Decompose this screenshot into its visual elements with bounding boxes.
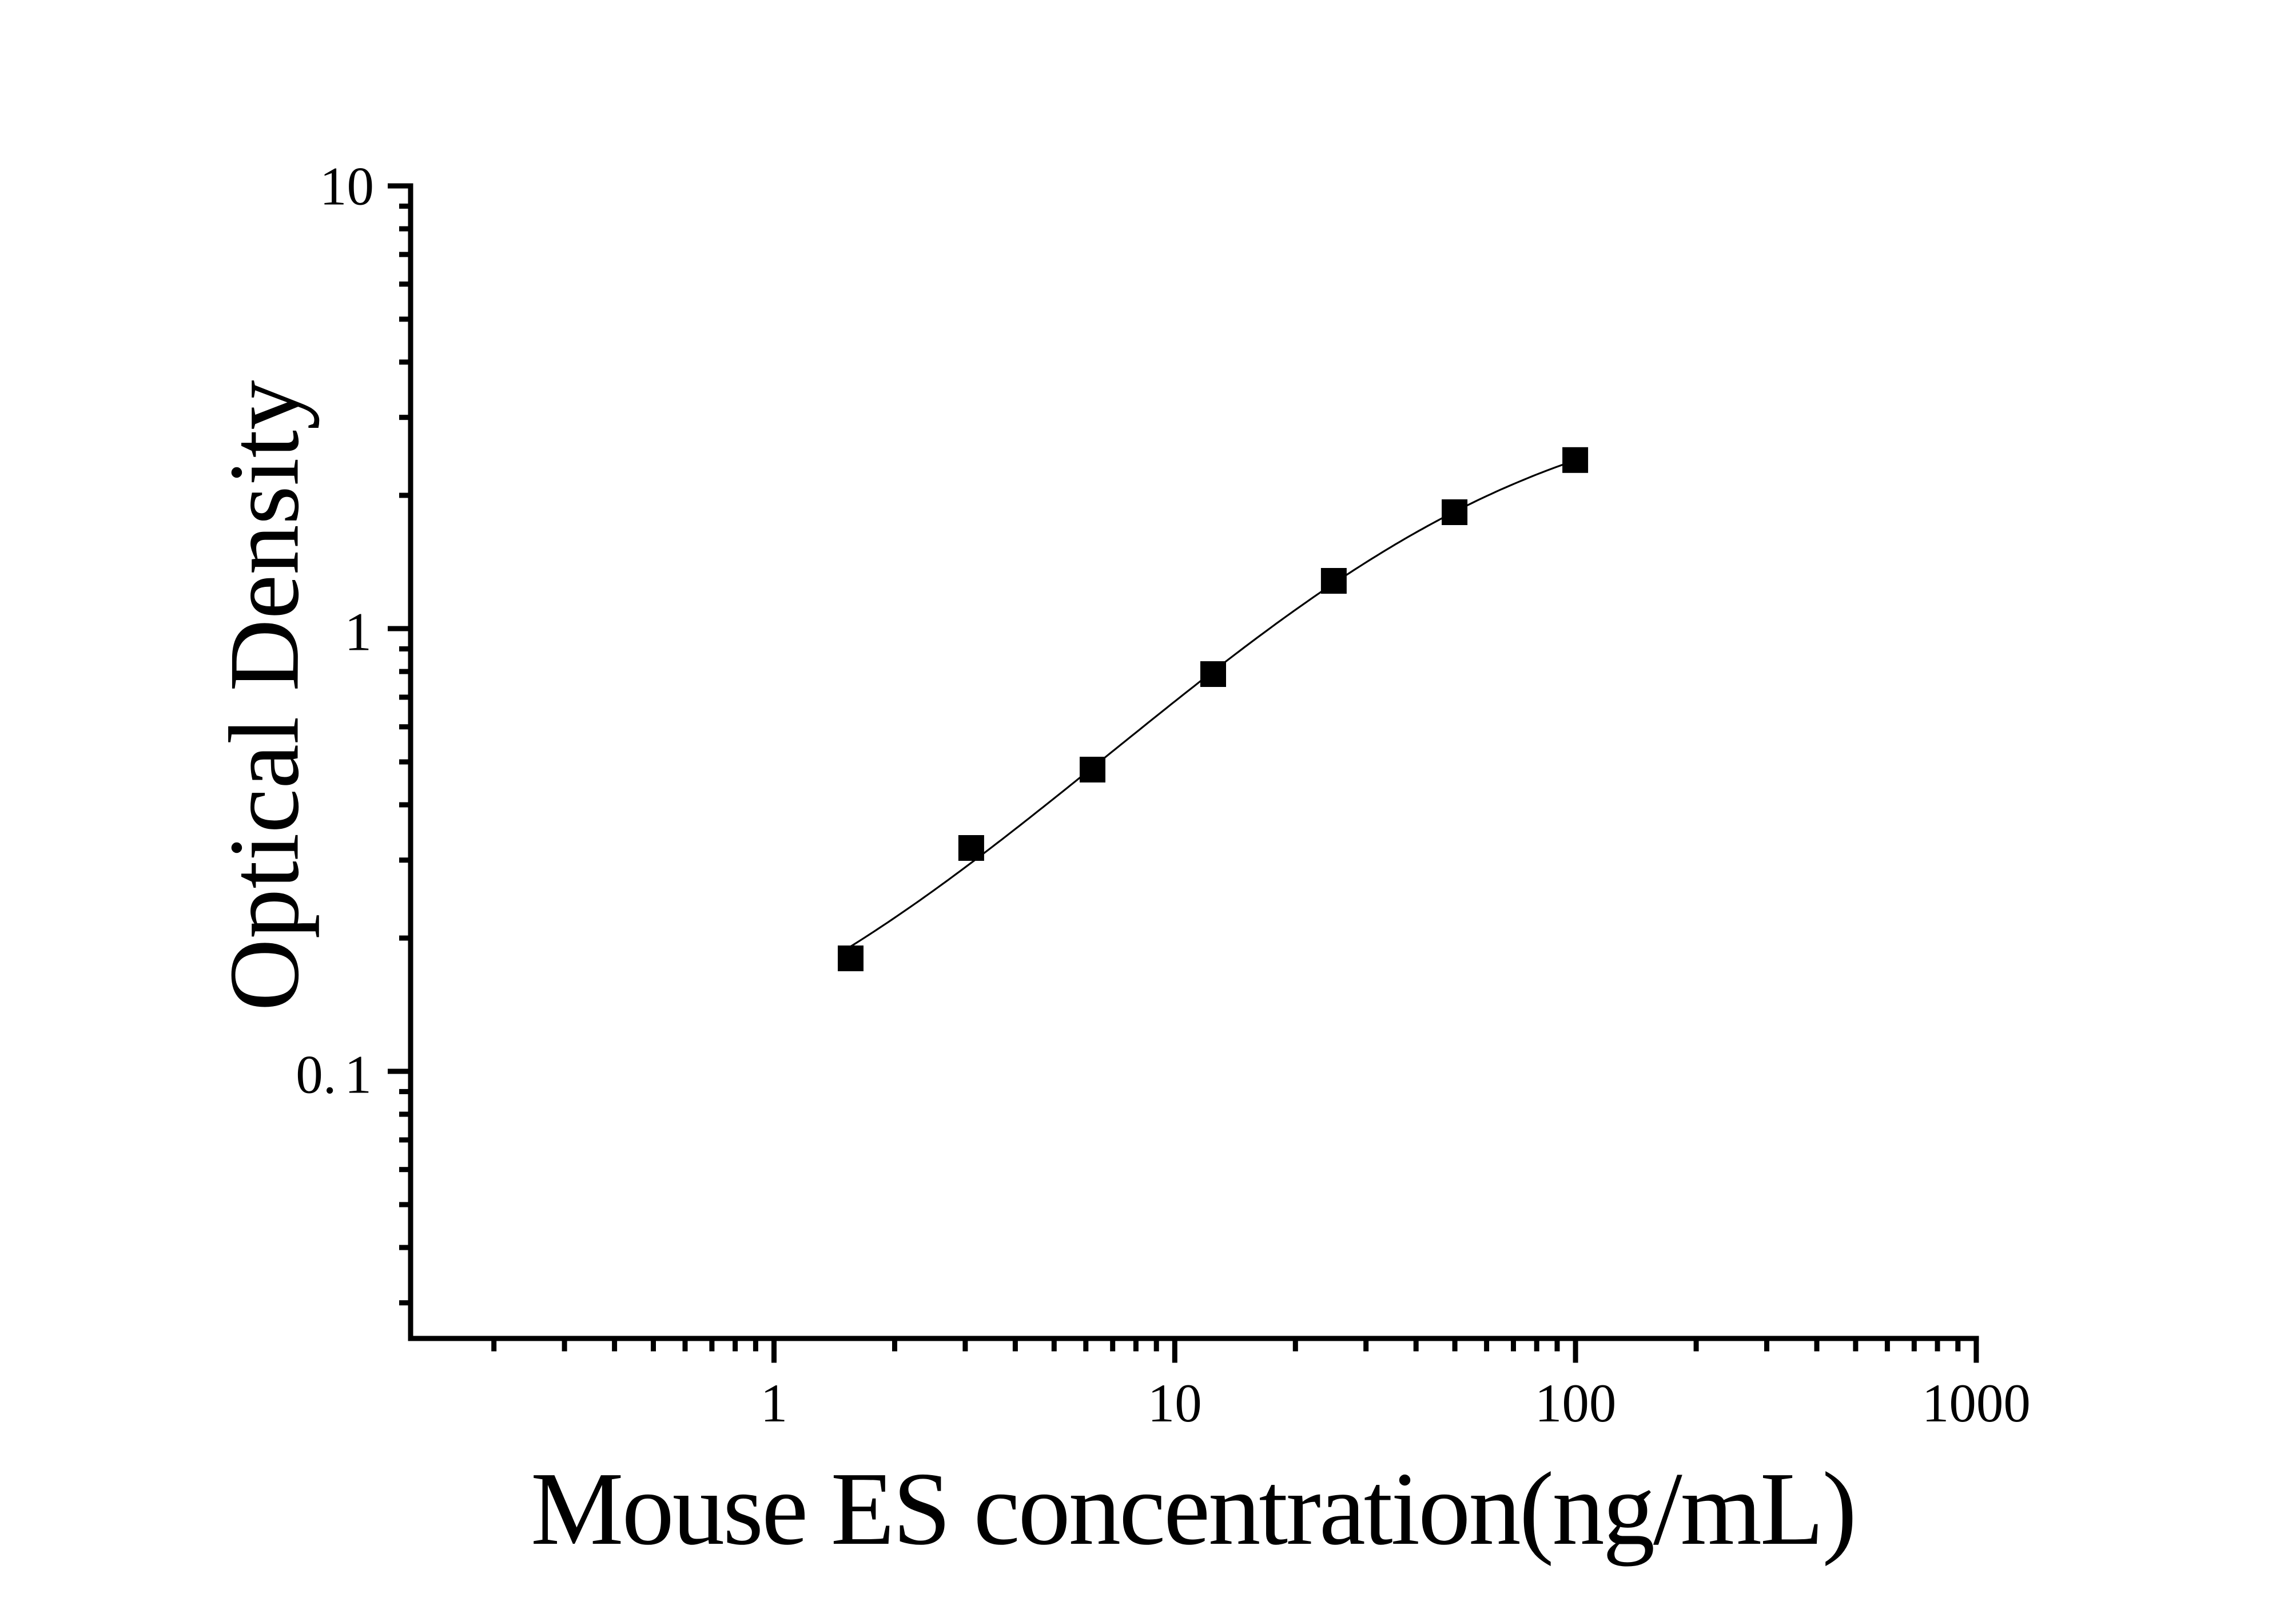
svg-text:1000: 1000 [1922, 1373, 2031, 1433]
svg-text:Mouse ES concentration(ng/mL): Mouse ES concentration(ng/mL) [531, 1451, 1855, 1567]
svg-text:Optical Density: Optical Density [209, 380, 320, 1011]
svg-text:100: 100 [1535, 1373, 1617, 1433]
svg-text:1: 1 [761, 1373, 788, 1433]
svg-text:0.1: 0. 1 [296, 1044, 372, 1105]
svg-text:10: 10 [1148, 1373, 1202, 1433]
svg-text:10: 10 [320, 156, 374, 217]
svg-text:1: 1 [345, 602, 372, 662]
